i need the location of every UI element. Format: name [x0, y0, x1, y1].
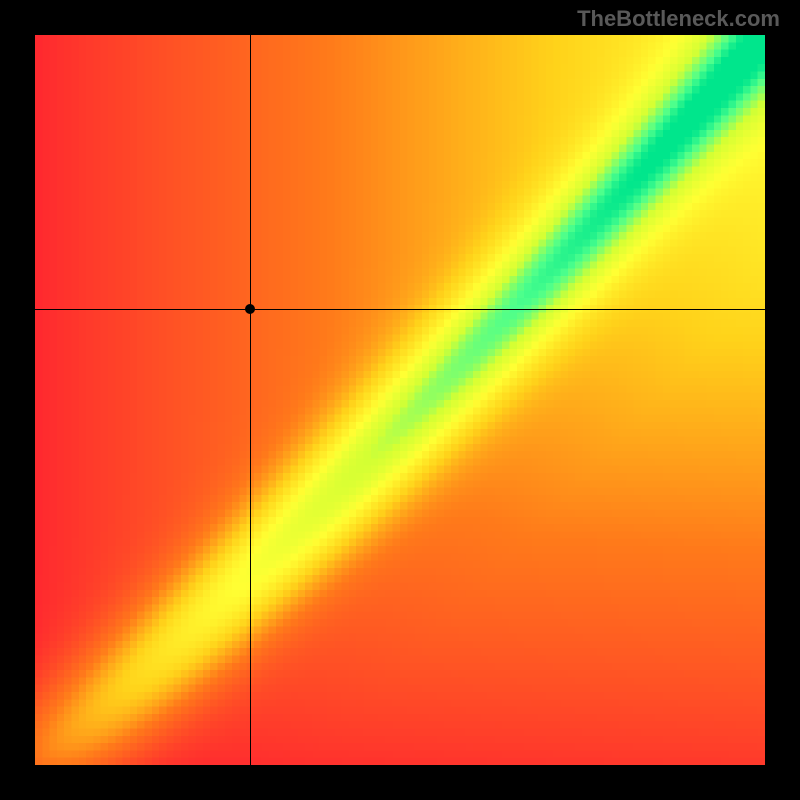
crosshair-horizontal — [35, 309, 765, 310]
watermark-text: TheBottleneck.com — [577, 6, 780, 32]
crosshair-marker — [245, 304, 255, 314]
heatmap-canvas — [35, 35, 765, 765]
heatmap-chart — [35, 35, 765, 765]
crosshair-vertical — [250, 35, 251, 765]
